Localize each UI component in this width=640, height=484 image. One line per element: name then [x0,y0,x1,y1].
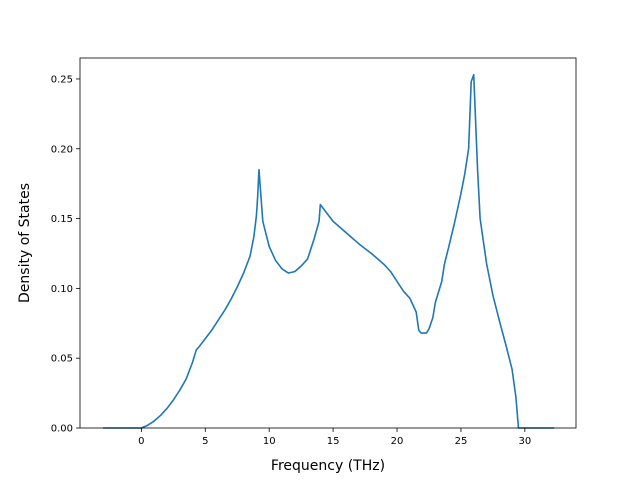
series-line-0 [103,73,555,429]
axes-frame [79,57,577,429]
y-tick-label: 0.20 [51,144,73,155]
y-tick-label: 0.15 [51,214,73,225]
y-tick-label: 0.00 [51,424,73,435]
x-tick-label: 5 [202,436,208,447]
x-tick-label: 10 [263,436,276,447]
y-axis-label: Density of States [17,183,33,303]
x-tick-label: 20 [391,436,404,447]
x-axis-ticks: 0 5 10 15 20 25 30 [138,428,531,447]
x-tick-label: 0 [138,436,144,447]
plot-area [103,73,555,429]
y-tick-label: 0.25 [51,74,73,85]
y-axis-ticks: 0.00 0.05 0.10 0.15 0.20 0.25 [51,74,80,435]
y-tick-label: 0.05 [51,354,73,365]
x-axis-label: Frequency (THz) [271,458,385,474]
y-tick-label: 0.10 [51,284,73,295]
x-tick-label: 25 [455,436,468,447]
x-tick-label: 30 [518,436,531,447]
x-tick-label: 15 [327,436,340,447]
